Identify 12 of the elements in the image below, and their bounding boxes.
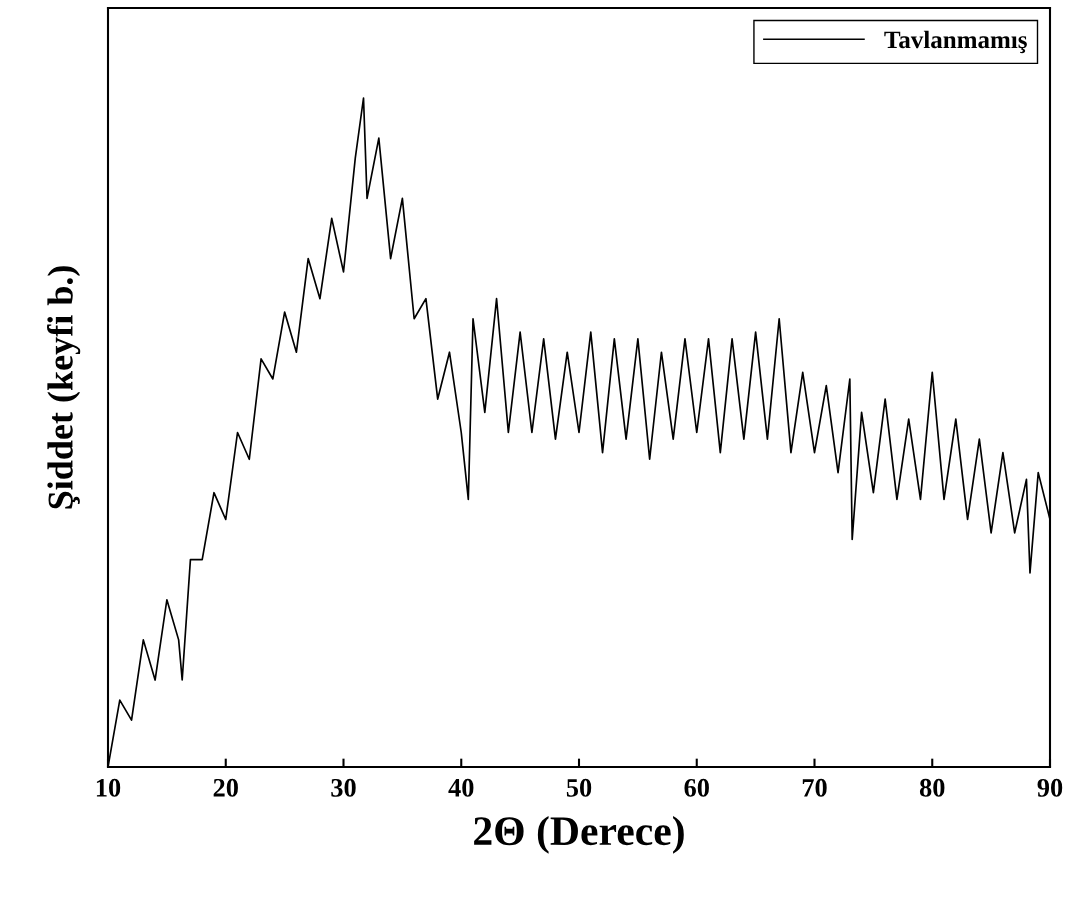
legend-label: Tavlanmamış: [884, 30, 1027, 54]
x-tick-label: 50: [566, 778, 592, 797]
x-tick-label: 80: [919, 778, 945, 797]
x-tick-label: 90: [1037, 778, 1063, 797]
x-tick-label: 70: [802, 778, 827, 797]
x-tick-label: 30: [331, 778, 356, 797]
x-tick-label: 10: [96, 778, 121, 797]
y-axis-title: Şiddet (keyfi b.): [47, 266, 81, 509]
x-axis-title: 2Θ (Derece): [474, 815, 684, 854]
x-tick-label: 60: [684, 778, 709, 797]
x-tick-label: 40: [448, 778, 474, 797]
x-tick-label: 20: [213, 778, 238, 797]
